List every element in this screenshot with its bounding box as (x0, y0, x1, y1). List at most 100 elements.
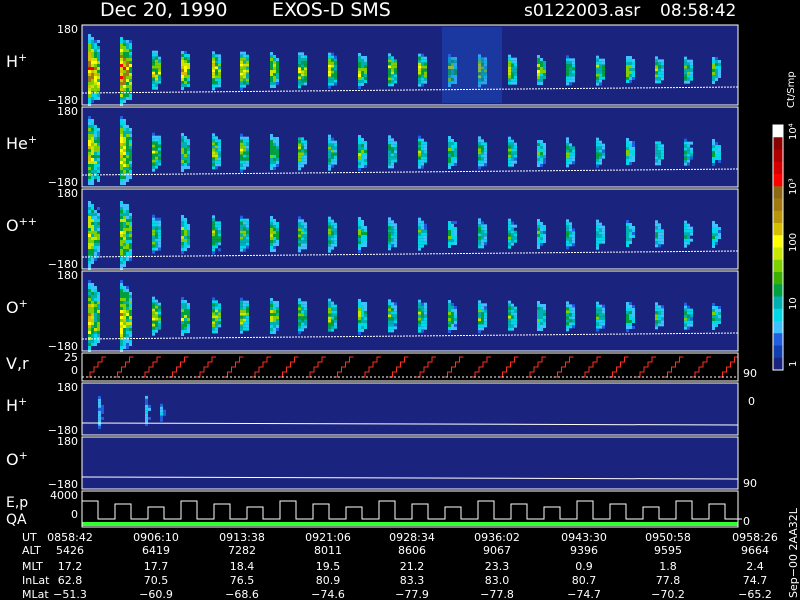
spectrogram-pixel (129, 52, 132, 55)
spectrogram-pixel (184, 148, 187, 151)
spectrogram-pixel (626, 150, 629, 153)
spectrogram-pixel (181, 324, 184, 327)
spectrogram-pixel (184, 163, 187, 166)
spectrogram-pixel (661, 317, 664, 321)
spectrogram-pixel (276, 158, 279, 161)
spectrogram-pixel (361, 80, 364, 83)
spectrogram-pixel (388, 162, 391, 166)
spectrogram-pixel (129, 307, 132, 310)
footer-side-note: Sep−00 2AA32L (787, 507, 800, 598)
spectrogram-pixel (481, 69, 484, 73)
spectrogram-pixel (212, 303, 215, 307)
spectrogram-pixel (566, 64, 569, 68)
spectrogram-pixel (88, 301, 91, 304)
spectrogram-pixel (331, 158, 334, 162)
spectrogram-pixel (478, 227, 481, 231)
spectrogram-pixel (361, 302, 364, 305)
spectrogram-pixel (424, 59, 427, 63)
spectrogram-pixel (120, 149, 123, 152)
spectrogram-pixel (537, 304, 540, 307)
spectrogram-pixel (484, 78, 487, 82)
spectrogram-pixel (596, 240, 599, 244)
spectrogram-pixel (684, 141, 687, 145)
spectrogram-pixel (661, 65, 664, 69)
spectrogram-pixel (187, 242, 190, 245)
spectrogram-pixel (358, 232, 361, 235)
spectrogram-pixel (511, 75, 514, 79)
spectrogram-pixel (454, 309, 457, 312)
spectrogram-pixel (158, 162, 161, 166)
spectrogram-pixel (626, 311, 629, 314)
spectrogram-pixel (715, 230, 718, 233)
spectrogram-pixel (629, 77, 632, 80)
spectrogram-pixel (626, 314, 629, 317)
spectrogram-pixel (212, 251, 215, 255)
spectrogram-pixel (129, 298, 132, 301)
panel-label: O++ (6, 215, 37, 236)
spectrogram-pixel (184, 245, 187, 248)
spectrogram-pixel (451, 66, 454, 69)
spectrogram-pixel (98, 422, 101, 426)
spectrogram-pixel (388, 141, 391, 145)
spectrogram-pixel (511, 221, 514, 225)
spectrogram-pixel (331, 67, 334, 71)
spectrogram-pixel (94, 97, 97, 100)
spectrogram-pixel (298, 307, 301, 311)
spectrogram-pixel (152, 83, 155, 87)
spectrogram-pixel (712, 163, 715, 166)
spectrogram-pixel (276, 152, 279, 155)
spectrogram-pixel (448, 151, 451, 154)
spectrogram-pixel (94, 213, 97, 216)
spectrogram-pixel (304, 70, 307, 74)
spectrogram-pixel (394, 159, 397, 163)
spectrogram-pixel (418, 150, 421, 154)
spectrogram-pixel (596, 158, 599, 162)
spectrogram-pixel (246, 245, 249, 249)
spectrogram-pixel (246, 139, 249, 143)
spectrogram-pixel (152, 50, 155, 54)
spectrogram-pixel (566, 137, 569, 141)
spectrogram-pixel (215, 57, 218, 61)
spectrogram-pixel (243, 57, 246, 61)
spectrogram-pixel (270, 216, 273, 219)
spectrogram-pixel (240, 236, 243, 240)
spectrogram-pixel (543, 237, 546, 240)
spectrogram-pixel (270, 164, 273, 167)
spectrogram-pixel (145, 404, 148, 408)
spectrogram-pixel (569, 67, 572, 71)
spectrogram-pixel (421, 153, 424, 157)
spectrogram-pixel (123, 213, 126, 216)
spectrogram-pixel (358, 74, 361, 77)
spectrogram-pixel (155, 308, 158, 312)
spectrogram-pixel (88, 49, 91, 52)
spectrogram-pixel (91, 37, 94, 40)
spectrogram-pixel (187, 163, 190, 166)
spectrogram-pixel (361, 150, 364, 153)
spectrogram-pixel (273, 249, 276, 252)
spectrogram-pixel (152, 247, 155, 251)
spectrogram-pixel (626, 138, 629, 141)
spectrogram-pixel (629, 305, 632, 308)
spectrogram-pixel (690, 153, 693, 157)
spectrogram-pixel (243, 306, 246, 310)
spectrogram-pixel (301, 231, 304, 235)
spectrogram-pixel (301, 58, 304, 62)
spectrogram-pixel (212, 242, 215, 246)
spectrogram-pixel (661, 320, 664, 324)
spectrogram-pixel (361, 314, 364, 317)
spectrogram-pixel (301, 237, 304, 241)
spectrogram-pixel (543, 161, 546, 164)
spectrogram-pixel (481, 163, 484, 167)
spectrogram-pixel (543, 146, 546, 149)
spectrogram-pixel (481, 148, 484, 152)
spectrogram-pixel (218, 75, 221, 79)
spectrogram-pixel (240, 166, 243, 170)
spectrogram-pixel (511, 57, 514, 61)
spectrogram-pixel (511, 81, 514, 85)
spectrogram-pixel (270, 143, 273, 146)
spectrogram-pixel (388, 138, 391, 142)
spectrogram-pixel (715, 315, 718, 318)
spectrogram-pixel (129, 49, 132, 52)
spectrogram-pixel (454, 154, 457, 157)
